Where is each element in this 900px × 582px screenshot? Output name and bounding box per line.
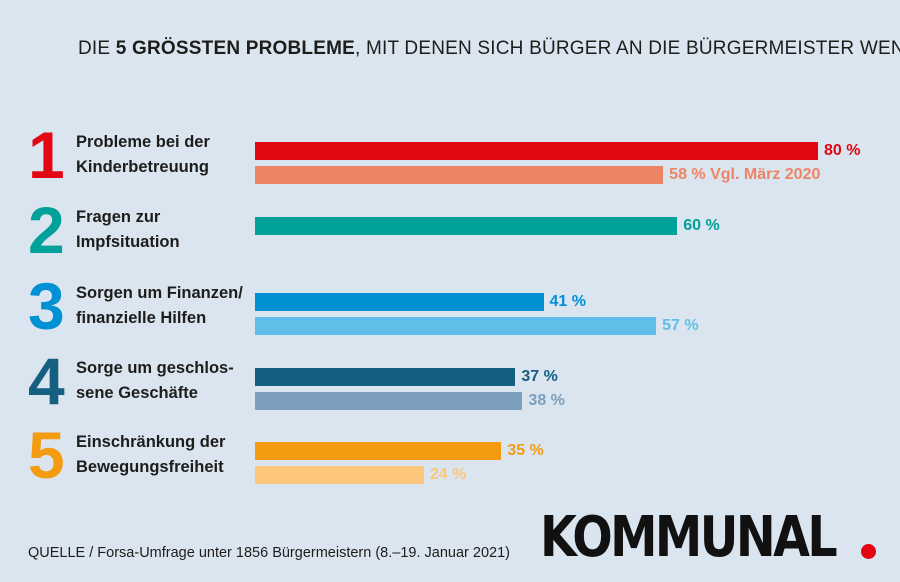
bar-5-previous bbox=[255, 466, 424, 484]
rank-label-line2: sene Geschäfte bbox=[76, 384, 198, 402]
bar-2-current bbox=[255, 217, 678, 235]
source-note: QUELLE / Forsa-Umfrage unter 1856 Bürger… bbox=[28, 545, 510, 561]
bar-1-current bbox=[255, 142, 818, 160]
rank-label-line1: Probleme bei der bbox=[76, 133, 210, 151]
chart-title: DIE 5 GRÖSSTEN PROBLEME, MIT DENEN SICH … bbox=[78, 38, 900, 60]
rank-label-line1: Sorge um geschlos- bbox=[76, 359, 234, 377]
rank-label-line2: Impfsituation bbox=[76, 233, 180, 251]
rank-number: 4 bbox=[28, 344, 65, 418]
rank-number: 5 bbox=[28, 418, 65, 492]
bar-value-label: 58 % Vgl. März 2020 bbox=[669, 166, 821, 183]
logo-dot-icon bbox=[861, 544, 876, 559]
bar-value-label: 57 % bbox=[662, 317, 699, 334]
rank-label-line1: Sorgen um Finanzen/ bbox=[76, 284, 243, 302]
bar-value-label: 24 % bbox=[429, 466, 467, 483]
rank-label: Einschränkung der Bewegungsfreiheit bbox=[76, 430, 251, 480]
rank-number: 1 bbox=[28, 118, 65, 192]
bar-value-label: 80 % bbox=[824, 142, 861, 159]
bar-value-label: 41 % bbox=[549, 293, 586, 310]
kommunal-logo: KOMMUNAL bbox=[540, 505, 838, 570]
rank-label-line1: Einschränkung der bbox=[76, 433, 226, 451]
title-pre: DIE bbox=[78, 38, 116, 59]
bar-value-label: 35 % bbox=[507, 442, 544, 459]
bar-1-previous bbox=[255, 166, 664, 184]
bar-5-current bbox=[255, 442, 502, 460]
rank-label: Sorgen um Finanzen/finanzielle Hilfen bbox=[76, 281, 251, 331]
rank-label: Fragen zur Impfsituation bbox=[76, 205, 251, 255]
bar-4-current bbox=[255, 368, 516, 386]
bar-value-label: 38 % bbox=[528, 392, 565, 409]
rank-label: Sorge um geschlos-sene Geschäfte bbox=[76, 356, 251, 406]
rank-label: Probleme bei der Kinderbetreuung bbox=[76, 130, 251, 180]
bar-value-label: 60 % bbox=[683, 217, 720, 234]
rank-label-line2: finanzielle Hilfen bbox=[76, 309, 207, 327]
title-bold: 5 GRÖSSTEN PROBLEME bbox=[115, 38, 355, 59]
rank-number: 3 bbox=[28, 269, 65, 343]
bar-3-current bbox=[255, 293, 544, 311]
rank-label-line2: Kinderbetreuung bbox=[76, 158, 209, 176]
bar-value-label: 37 % bbox=[521, 368, 558, 385]
rank-number: 2 bbox=[28, 193, 65, 267]
rank-label-line1: Fragen zur bbox=[76, 208, 161, 226]
title-post: , MIT DENEN SICH BÜRGER AN DIE BÜRGERMEI… bbox=[355, 38, 900, 59]
bar-3-previous bbox=[255, 317, 657, 335]
bar-4-previous bbox=[255, 392, 523, 410]
rank-label-line2: Bewegungsfreiheit bbox=[76, 458, 224, 476]
